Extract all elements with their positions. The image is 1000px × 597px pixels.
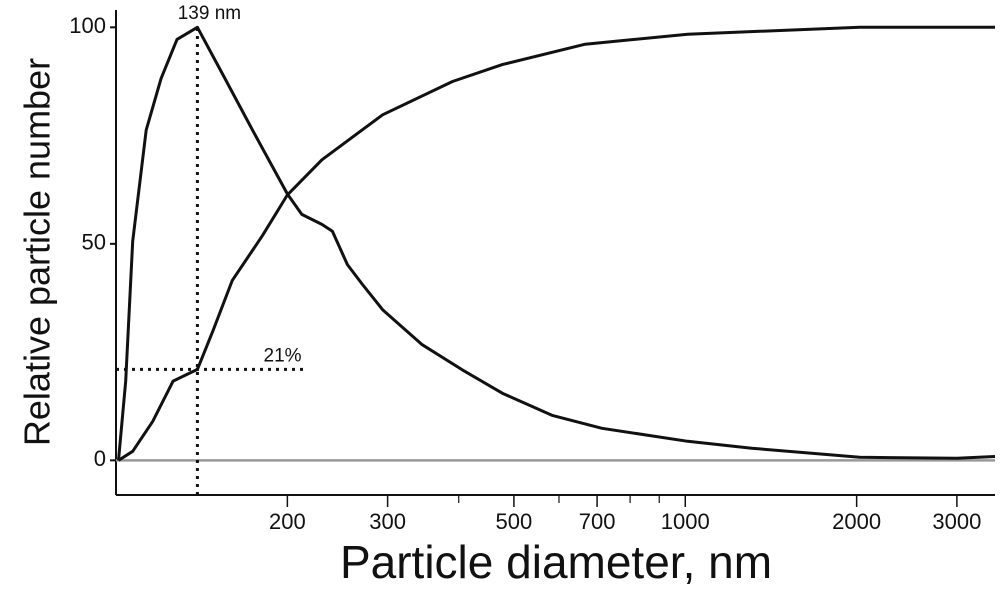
y-tick-label: 0 [94, 446, 106, 471]
x-axis-label: Particle diameter, nm [340, 536, 772, 588]
x-tick-label: 200 [269, 509, 306, 534]
annotation: 21% [264, 345, 302, 366]
x-tick-label: 700 [579, 509, 616, 534]
y-tick-label: 100 [69, 13, 106, 38]
x-tick-label: 500 [496, 509, 533, 534]
y-tick-label: 50 [82, 230, 106, 255]
x-tick-label: 2000 [832, 509, 881, 534]
curve [117, 25, 996, 461]
x-tick-label: 300 [369, 509, 406, 534]
x-tick-label: 1000 [661, 509, 710, 534]
y-axis-label: Relative particle number [17, 58, 58, 446]
annotation: 139 nm [178, 3, 241, 24]
curve [117, 25, 995, 462]
x-tick-label: 3000 [932, 509, 981, 534]
